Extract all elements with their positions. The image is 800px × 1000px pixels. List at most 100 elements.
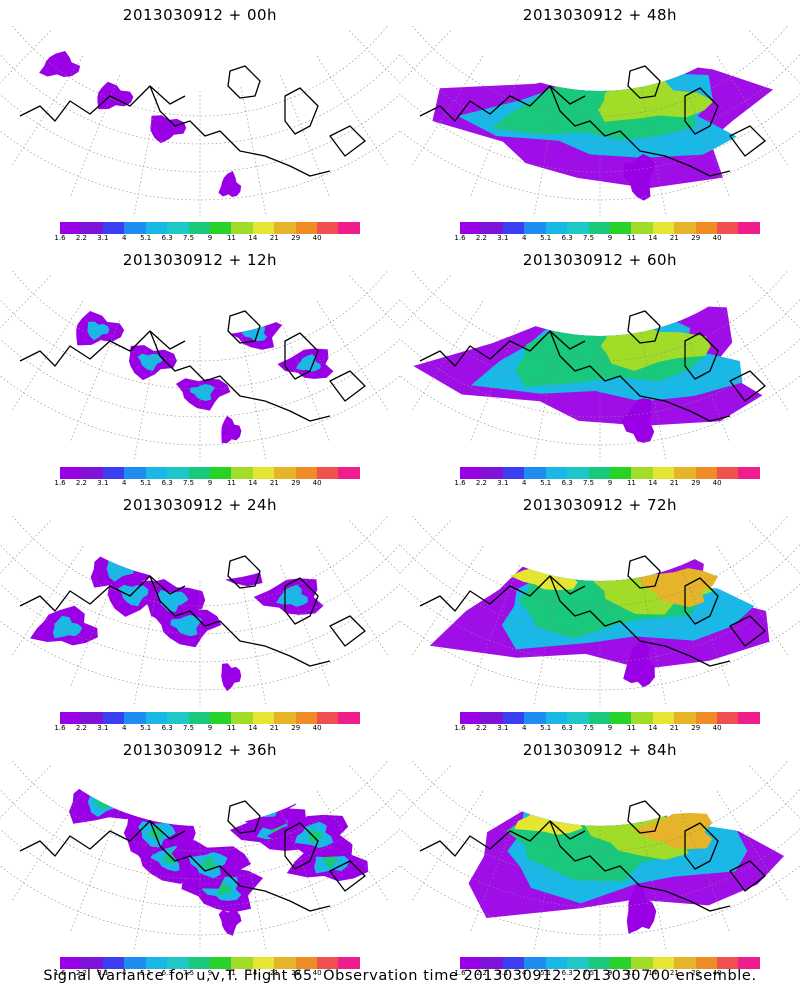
- colorbar: [460, 467, 760, 479]
- colorbar-label: 6.3: [561, 724, 573, 732]
- colorbar-swatch: [317, 957, 339, 969]
- colorbar-swatch: [231, 467, 253, 479]
- colorbar-swatch: [295, 957, 318, 969]
- colorbar-label: 9: [607, 969, 613, 977]
- colorbar-swatch: [631, 712, 653, 724]
- colorbar-swatch: [124, 467, 146, 479]
- colorbar-label: 21: [269, 724, 279, 732]
- colorbar: [60, 467, 360, 479]
- colorbar-label: 2.2: [75, 234, 87, 242]
- colorbar-labels: 1.6 2.2 3.1 4 5.1 6.3 7.5 9 11 14 21 29 40: [54, 479, 360, 489]
- colorbar-label: 40: [312, 724, 322, 732]
- figure-caption: Signal Variance for u,v,T. Flight 65. Ob…: [43, 968, 757, 984]
- colorbar-swatch: [524, 712, 546, 724]
- colorbar-label: 3.1: [97, 479, 109, 487]
- colorbar-label: 7.5: [582, 969, 595, 977]
- colorbar-label: 4: [122, 724, 127, 732]
- colorbar-swatch: [295, 222, 318, 234]
- colorbar-label: 11: [226, 234, 236, 242]
- colorbar: [60, 957, 360, 969]
- colorbar-swatch: [231, 957, 253, 969]
- colorbar-swatch: [252, 712, 275, 724]
- colorbar-swatch: [102, 712, 125, 724]
- colorbar-swatch: [460, 712, 482, 724]
- colorbar-swatch: [102, 222, 125, 234]
- colorbar-swatch: [695, 467, 718, 479]
- colorbar-label: 21: [269, 969, 279, 977]
- variance-map: [400, 26, 800, 216]
- colorbar-label: 1.6: [54, 724, 66, 732]
- colorbar-swatch: [317, 712, 339, 724]
- panel-title: 2013030912 + 36h: [122, 741, 278, 759]
- colorbar-label: 4: [522, 479, 527, 487]
- colorbar: [460, 712, 760, 724]
- colorbar-swatch: [124, 712, 146, 724]
- colorbar-swatch: [295, 467, 318, 479]
- colorbar-label: 6.3: [161, 479, 173, 487]
- colorbar-label: 29: [291, 969, 301, 977]
- colorbar-swatch: [652, 712, 675, 724]
- colorbar-label: 5.1: [540, 234, 552, 242]
- variance-map: [0, 271, 400, 461]
- colorbar-swatch: [738, 467, 760, 479]
- colorbar-label: 1.6: [454, 969, 466, 977]
- colorbar-label: 11: [626, 479, 636, 487]
- colorbar-label: 21: [269, 479, 279, 487]
- colorbar-swatch: [252, 222, 275, 234]
- colorbar-swatch: [460, 222, 482, 234]
- colorbar-swatch: [567, 712, 589, 724]
- colorbar-swatch: [81, 957, 103, 969]
- colorbar-label: 6.3: [561, 479, 573, 487]
- colorbar-label: 7.5: [182, 234, 195, 242]
- colorbar-label: 9: [207, 234, 213, 242]
- colorbar-swatch: [652, 467, 675, 479]
- colorbar-label: 9: [607, 479, 613, 487]
- colorbar-swatch: [274, 712, 296, 724]
- colorbar-swatch: [188, 222, 210, 234]
- colorbar-label: 14: [248, 234, 258, 242]
- colorbar-swatch: [567, 222, 589, 234]
- map-panel: 2013030912 + 60h 1.6 2.2 3.1 4 5.1 6.3 7.5 9 11 14…: [400, 245, 800, 490]
- colorbar-swatch: [188, 712, 210, 724]
- colorbar-label: 29: [691, 234, 701, 242]
- panel-title: 2013030912 + 12h: [122, 251, 278, 269]
- colorbar-swatch: [481, 467, 503, 479]
- colorbar-swatch: [631, 222, 653, 234]
- colorbar-label: 2.2: [475, 234, 487, 242]
- colorbar-swatch: [652, 957, 675, 969]
- colorbar-swatch: [545, 467, 568, 479]
- colorbar-swatch: [188, 467, 210, 479]
- panel-title: 2013030912 + 84h: [522, 741, 678, 759]
- colorbar-label: 5.1: [140, 969, 152, 977]
- colorbar-label: 3.1: [497, 234, 509, 242]
- colorbar-label: 1.6: [54, 969, 66, 977]
- colorbar-swatch: [481, 712, 503, 724]
- colorbar-label: 29: [291, 479, 301, 487]
- colorbar-swatch: [317, 467, 339, 479]
- colorbar-labels: 1.6 2.2 3.1 4 5.1 6.3 7.5 9 11 14 21 29 40: [454, 479, 760, 489]
- colorbar-label: 11: [626, 969, 636, 977]
- colorbar-label: 4: [122, 234, 127, 242]
- colorbar-swatch: [209, 712, 232, 724]
- colorbar-label: 9: [207, 479, 213, 487]
- colorbar-label: 1.6: [454, 479, 466, 487]
- colorbar-swatch: [674, 467, 696, 479]
- colorbar-label: 40: [312, 479, 322, 487]
- colorbar-label: 6.3: [161, 724, 173, 732]
- colorbar-label: 4: [122, 969, 127, 977]
- colorbar-swatch: [481, 222, 503, 234]
- colorbar-swatch: [695, 712, 718, 724]
- colorbar-label: 2.2: [75, 724, 87, 732]
- colorbar-label: 3.1: [97, 234, 109, 242]
- panel-title: 2013030912 + 24h: [122, 496, 278, 514]
- colorbar-label: 1.6: [454, 724, 466, 732]
- colorbar-swatch: [460, 467, 482, 479]
- colorbar-label: 7.5: [182, 724, 195, 732]
- colorbar-swatch: [338, 467, 360, 479]
- colorbar-swatch: [338, 957, 360, 969]
- colorbar-swatch: [338, 712, 360, 724]
- colorbar-swatch: [502, 957, 525, 969]
- colorbar-swatch: [717, 712, 739, 724]
- colorbar-label: 29: [291, 234, 301, 242]
- map-panel: 2013030912 + 24h 1.6 2.2 3.1 4 5.1 6.3 7.5 9 11 14…: [0, 490, 400, 735]
